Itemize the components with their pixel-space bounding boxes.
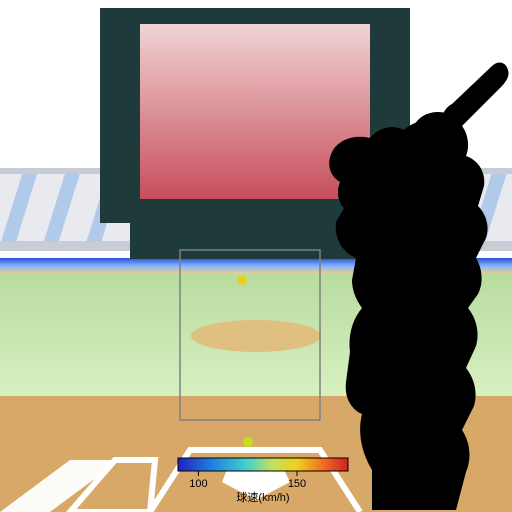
speed-color-scale: [178, 458, 348, 471]
pitchers-mound: [191, 320, 321, 352]
pitch-marker: [243, 437, 253, 447]
speed-axis-label: 球速(km/h): [236, 490, 289, 504]
speed-tick-label: 150: [288, 478, 306, 490]
pitch-marker: [237, 275, 247, 285]
speed-tick-label: 100: [189, 478, 207, 490]
scene-root: 100 150球速(km/h): [0, 0, 512, 512]
